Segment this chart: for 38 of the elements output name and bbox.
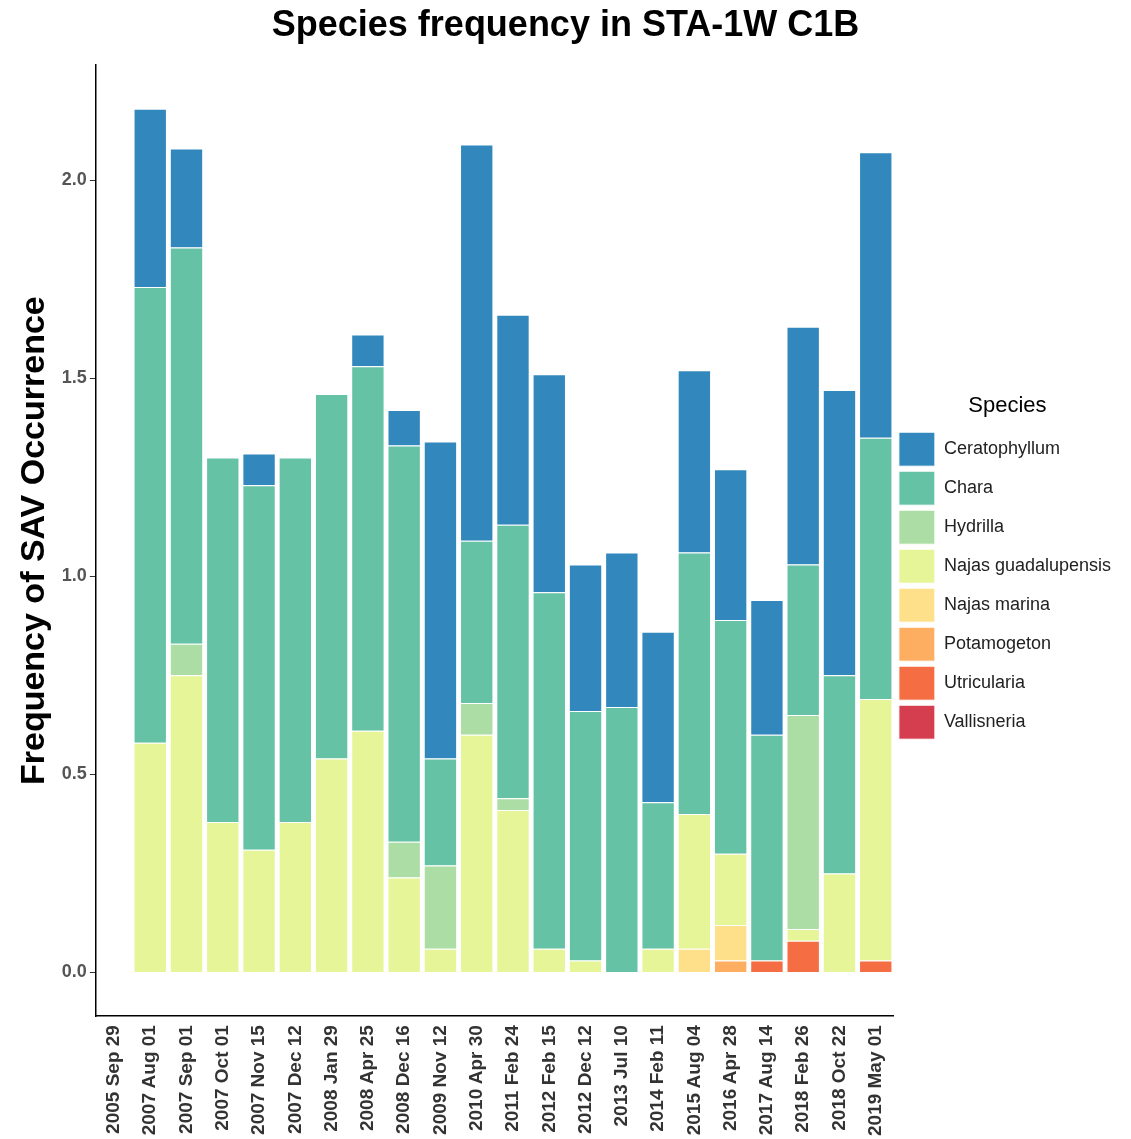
- x-tick-label: 2018 Oct 22: [827, 1025, 849, 1131]
- x-tick-label: 2015 Aug 04: [682, 1024, 704, 1136]
- x-tick-label: 2005 Sep 29: [102, 1025, 124, 1134]
- legend-label: Potamogeton: [943, 633, 1051, 654]
- legend-label: Chara: [943, 477, 994, 498]
- x-tick-label: 2008 Dec 16: [392, 1025, 414, 1134]
- legend-label: Vallisneria: [943, 711, 1027, 732]
- y-tick-label: 0.5: [61, 763, 87, 784]
- legend-label: Hydrilla: [943, 516, 1005, 537]
- x-tick-label: 2012 Dec 12: [573, 1025, 595, 1134]
- y-tick-label: 0.0: [61, 961, 87, 982]
- y-axis-title: Frequency of SAV Occurrence: [12, 296, 51, 786]
- x-tick-label: 2010 Apr 30: [464, 1025, 486, 1132]
- x-tick-label: 2014 Feb 11: [646, 1024, 668, 1132]
- x-tick-label: 2009 Nov 12: [428, 1025, 450, 1135]
- x-tick-label: 2007 Aug 01: [138, 1024, 160, 1136]
- x-tick-label: 2007 Sep 01: [174, 1024, 196, 1134]
- legend-label: Ceratophyllum: [943, 438, 1060, 459]
- x-tick-label: 2019 May 01: [863, 1024, 885, 1136]
- x-tick-label: 2007 Nov 15: [247, 1024, 269, 1135]
- x-tick-label: 2018 Feb 26: [791, 1025, 813, 1133]
- x-tick-label: 2013 Jul 10: [610, 1025, 632, 1127]
- y-tick-label: 1.5: [61, 367, 87, 388]
- legend-label: Utricularia: [943, 672, 1026, 693]
- x-tick-label: 2008 Jan 29: [319, 1025, 341, 1132]
- legend-label: Najas marina: [943, 594, 1051, 615]
- y-tick-label: 2.0: [61, 169, 87, 190]
- x-tick-label: 2008 Apr 25: [356, 1024, 378, 1132]
- x-tick-label: 2011 Feb 24: [501, 1024, 523, 1132]
- x-tick-label: 2012 Feb 15: [537, 1024, 559, 1133]
- chart-title: Species frequency in STA-1W C1B: [271, 2, 860, 44]
- x-tick-label: 2007 Oct 01: [211, 1024, 233, 1131]
- x-tick-label: 2007 Dec 12: [283, 1025, 305, 1134]
- x-tick-label: 2017 Aug 14: [755, 1024, 777, 1136]
- y-tick-label: 1.0: [61, 565, 87, 586]
- legend-title: Species: [968, 391, 1047, 417]
- legend-label: Najas guadalupensis: [943, 555, 1112, 576]
- x-tick-label: 2016 Apr 28: [718, 1025, 740, 1132]
